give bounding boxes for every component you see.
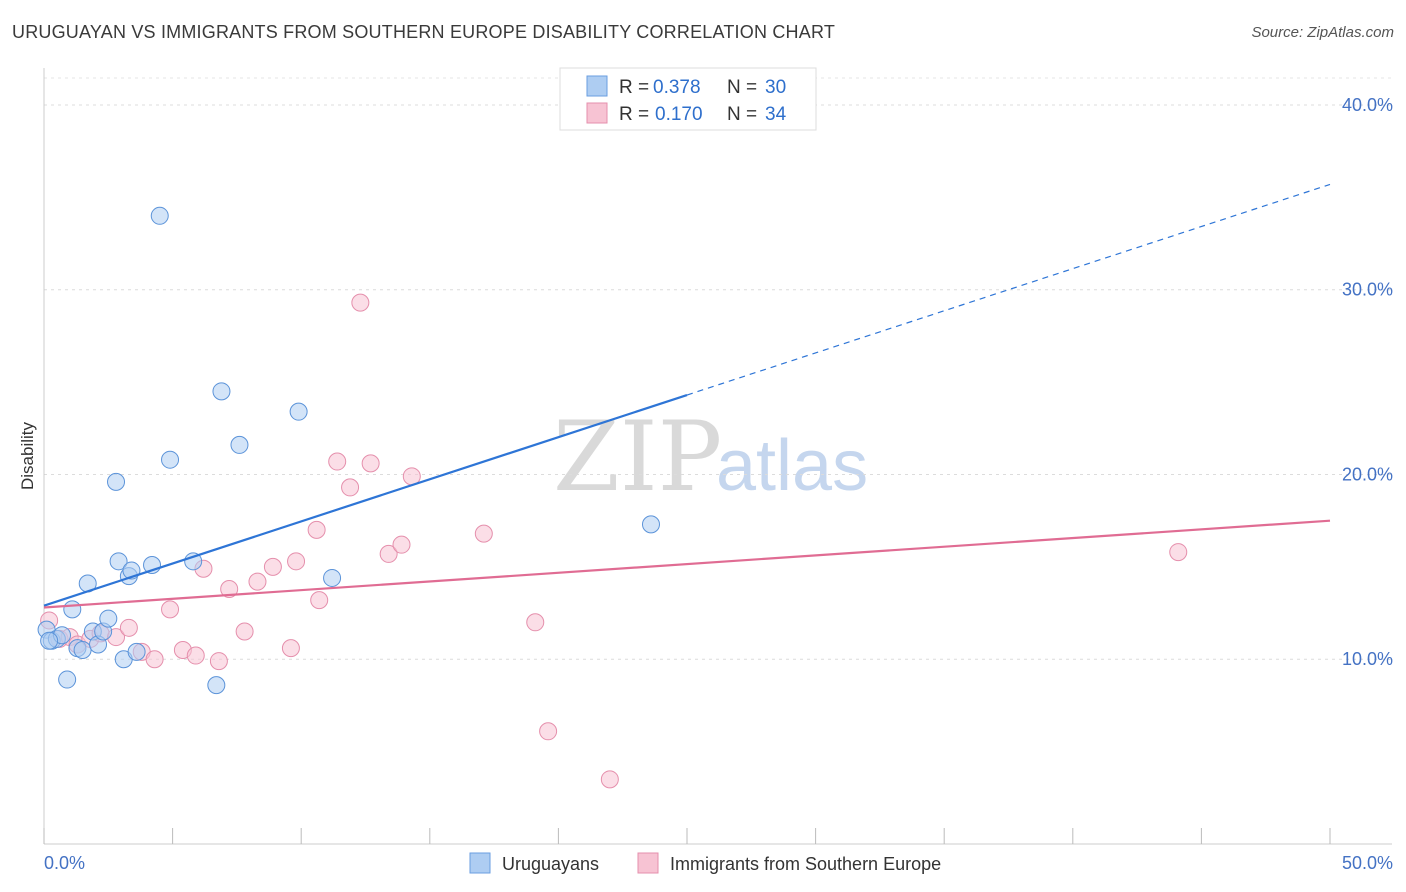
uruguayans-point-26	[289, 402, 308, 421]
legend-r-value-2: 0.170	[655, 104, 703, 125]
immigrants-point-26	[361, 454, 380, 473]
uruguayans-point-5	[63, 600, 82, 619]
uruguayans-point-12	[99, 609, 118, 628]
bottom-legend-uruguayans: Uruguayans	[502, 854, 599, 874]
uruguayans-point-14	[109, 552, 128, 571]
immigrants-point-34	[1169, 543, 1188, 562]
uruguayans-point-25	[230, 435, 249, 454]
uruguayans-trend-extension	[686, 183, 1331, 396]
uruguayans-point-7	[73, 641, 92, 659]
immigrants-point-14	[209, 652, 228, 671]
immigrants-point-15	[220, 580, 239, 599]
y-tick-label-10: 10.0%	[1342, 649, 1393, 669]
trend-lines	[43, 183, 1331, 609]
y-axis-label: Disability	[18, 421, 37, 490]
uruguayans-point-29	[40, 631, 59, 650]
series-uruguayans-points	[37, 206, 660, 695]
legend-n-label-1: N =	[727, 77, 757, 98]
uruguayans-point-23	[207, 676, 226, 695]
uruguayans-point-20	[150, 206, 169, 225]
uruguayans-point-28	[641, 515, 660, 534]
legend-n-value-1: 30	[765, 77, 786, 98]
immigrants-point-12	[186, 646, 205, 665]
uruguayans-point-21	[161, 450, 180, 469]
immigrants-trend-line	[43, 519, 1331, 609]
immigrants-point-30	[474, 524, 493, 543]
legend-n-value-2: 34	[765, 104, 787, 125]
immigrants-point-17	[248, 572, 267, 591]
y-tick-label-40: 40.0%	[1342, 95, 1393, 115]
source-label: Source: ZipAtlas.com	[1251, 24, 1394, 41]
gridlines	[44, 77, 1392, 660]
immigrants-point-25	[351, 293, 370, 312]
axes	[43, 68, 1392, 845]
legend-swatch-uruguayans	[586, 75, 608, 97]
y-tick-label-20: 20.0%	[1342, 464, 1393, 484]
x-tick-label-min: 0.0%	[44, 853, 85, 873]
bottom-legend-immigrants: Immigrants from Southern Europe	[670, 854, 941, 874]
correlation-legend: R = 0.378 N = 30 R = 0.170 N = 34	[559, 67, 817, 131]
immigrants-point-7	[119, 618, 138, 637]
uruguayans-point-24	[212, 382, 231, 401]
immigrants-point-21	[307, 520, 326, 539]
immigrants-point-24	[341, 478, 360, 497]
legend-r-label-1: R =	[619, 77, 649, 98]
legend-r-value-1: 0.378	[653, 77, 701, 98]
immigrants-point-23	[328, 452, 347, 471]
bottom-legend-swatch-immigrants	[637, 852, 659, 874]
immigrants-point-32	[539, 722, 558, 741]
immigrants-point-18	[263, 557, 282, 576]
y-tick-label-30: 30.0%	[1342, 280, 1393, 300]
immigrants-point-28	[392, 535, 411, 554]
immigrants-point-33	[600, 770, 619, 789]
immigrants-point-19	[281, 639, 300, 658]
uruguayans-point-27	[323, 568, 342, 587]
uruguayans-trend-line	[43, 393, 688, 607]
immigrants-point-22	[310, 591, 329, 610]
legend-swatch-immigrants	[586, 102, 608, 124]
x-tick-label-max: 50.0%	[1342, 853, 1393, 873]
series-legend: Uruguayans Immigrants from Southern Euro…	[469, 852, 941, 874]
watermark-atlas: atlas	[716, 426, 868, 506]
immigrants-point-16	[235, 622, 254, 641]
immigrants-point-20	[287, 552, 306, 571]
immigrants-point-9	[145, 650, 164, 669]
legend-n-label-2: N =	[727, 104, 757, 125]
uruguayans-point-13	[107, 472, 126, 491]
x-ticks	[43, 828, 1331, 844]
uruguayans-point-18	[127, 642, 146, 661]
immigrants-point-31	[526, 613, 545, 632]
y-tick-labels: 10.0% 20.0% 30.0% 40.0%	[1342, 95, 1393, 669]
watermark-zip: ZIP	[553, 401, 722, 513]
chart-title: URUGUAYAN VS IMMIGRANTS FROM SOUTHERN EU…	[12, 22, 836, 42]
bottom-legend-swatch-uruguayans	[469, 852, 491, 874]
uruguayans-point-4	[58, 670, 77, 689]
immigrants-point-10	[161, 600, 180, 619]
legend-r-label-2: R =	[619, 104, 649, 125]
immigrants-point-27	[379, 544, 398, 563]
